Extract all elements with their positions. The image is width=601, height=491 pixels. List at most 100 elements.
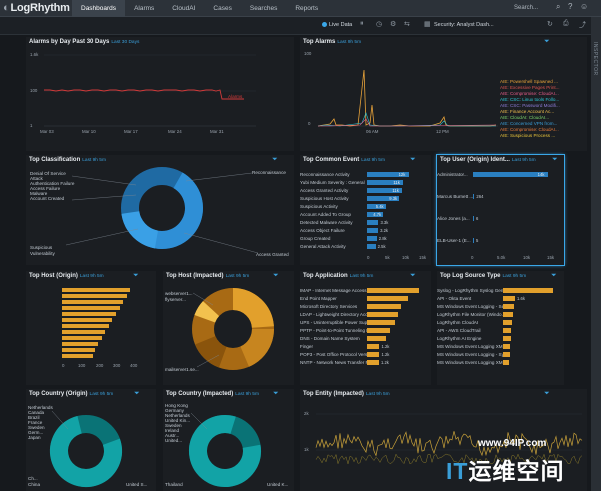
legend-item[interactable]: AIE: CSC: Password Modifi... (500, 103, 560, 108)
bar[interactable] (367, 172, 409, 177)
bar[interactable] (62, 336, 102, 340)
tab-dashboards[interactable]: Dashboards (72, 0, 126, 17)
bar[interactable] (62, 348, 96, 352)
bar[interactable] (473, 172, 548, 177)
bar[interactable] (473, 194, 475, 199)
filter-icon[interactable]: ⏷ (134, 390, 140, 397)
bar[interactable] (503, 360, 509, 365)
bar[interactable] (503, 328, 511, 333)
legend-item[interactable]: AIE: Concerned VPN from... (500, 121, 558, 126)
filter-icon[interactable]: ⏷ (273, 272, 279, 279)
bar[interactable] (62, 312, 116, 316)
bar[interactable] (503, 344, 510, 349)
bar[interactable] (62, 288, 131, 292)
clock-icon[interactable]: ◷ (376, 21, 383, 28)
filter-icon[interactable]: ⏷ (410, 272, 416, 279)
bar[interactable] (367, 344, 380, 349)
panel-time-range[interactable]: Last 9h 5m (361, 158, 385, 163)
legend-item[interactable]: AIE: Compromise: CloudAI... (500, 127, 559, 132)
bar[interactable] (367, 296, 408, 301)
pause-icon[interactable]: ⏸ (360, 20, 364, 27)
legend-item[interactable]: AIE: Excessive Pages Print... (500, 85, 560, 90)
bar[interactable] (503, 288, 553, 293)
panel-time-range[interactable]: Last 9h 5m (365, 392, 390, 397)
tab-searches[interactable]: Searches (249, 5, 278, 12)
bar[interactable] (62, 330, 106, 334)
bar[interactable] (367, 312, 399, 317)
filter-icon[interactable]: ⏷ (544, 38, 550, 45)
bar[interactable] (62, 354, 93, 358)
tab-reports[interactable]: Reports (295, 5, 319, 12)
bar[interactable] (367, 304, 402, 309)
legend-item[interactable]: AIE: CloudAI: CloudAI... (500, 115, 550, 120)
bar[interactable] (367, 220, 379, 225)
panel-time-range[interactable]: Last 9h 5m (89, 392, 114, 397)
search-icon[interactable]: ⌕ (556, 2, 561, 11)
panel-time-range[interactable]: Last 9h 5m (349, 274, 374, 279)
filter-icon[interactable]: ⏷ (272, 156, 278, 163)
bar[interactable] (367, 352, 380, 357)
filter-icon[interactable]: ⏷ (273, 390, 279, 397)
bar[interactable] (367, 228, 379, 233)
bar[interactable] (473, 216, 474, 221)
legend-item[interactable]: AIE: Powershell Spawned ... (500, 79, 558, 84)
filter-toolbar-icon[interactable]: ⇆ (404, 21, 410, 28)
filter-icon[interactable]: ⏷ (133, 272, 139, 279)
bar[interactable] (473, 238, 474, 243)
filter-icon[interactable]: ⏷ (544, 390, 550, 397)
legend-item[interactable]: AIE: Compromise: CloudAI... (500, 91, 559, 96)
bar[interactable] (503, 304, 514, 309)
bar[interactable] (367, 360, 379, 365)
bar[interactable] (503, 312, 513, 317)
search-input[interactable]: Search... (514, 5, 539, 11)
panel-time-range[interactable]: Last 9h 5m (502, 274, 527, 279)
tab-cases[interactable]: Cases (213, 5, 232, 12)
panel-time-range[interactable]: Last 9h 5m (79, 274, 104, 279)
filter-icon[interactable]: ⏷ (410, 156, 416, 163)
bar[interactable] (367, 204, 386, 209)
user-menu-icon[interactable]: ☺ (580, 2, 589, 11)
layout-grid-icon[interactable]: ▦ (424, 21, 431, 28)
live-data-toggle[interactable]: Live Data (322, 22, 352, 28)
app-logo[interactable]: ◐LogRhythm (3, 2, 70, 14)
bar[interactable] (62, 294, 127, 298)
security-dashboard-select[interactable]: Security: Analyst Dash... (434, 22, 494, 28)
settings-icon[interactable]: ⚙ (390, 21, 397, 28)
panel-time-range[interactable]: Last 30 Days (111, 40, 140, 45)
bar[interactable] (62, 306, 120, 310)
panel-top-user[interactable]: Top User (Origin) Ident... Last 9h 5m ⏷ A… (436, 154, 565, 266)
panel-time-range[interactable]: Last 9h 5m (337, 40, 362, 45)
bar[interactable] (503, 352, 510, 357)
bar[interactable] (367, 328, 390, 333)
bar[interactable] (367, 212, 384, 217)
share-icon[interactable]: ⤴ (579, 22, 586, 29)
bar[interactable] (62, 324, 109, 328)
panel-time-range[interactable]: Last 9h 5m (235, 392, 259, 397)
legend-item[interactable]: AIE: Suspicious Process ... (500, 133, 556, 138)
print-icon[interactable]: ⎙ (563, 20, 569, 27)
legend-item[interactable]: AIE: CSC: Linux tools Follo... (500, 97, 560, 102)
legend-item[interactable]: AIE: Finance Account Ac... (500, 109, 555, 114)
bar[interactable] (367, 288, 419, 293)
bar[interactable] (367, 180, 404, 185)
tab-cloudai[interactable]: CloudAI (172, 5, 196, 12)
bar[interactable] (367, 236, 377, 241)
tab-alarms[interactable]: Alarms (134, 5, 155, 12)
bar[interactable] (62, 318, 113, 322)
refresh-icon[interactable]: ↻ (547, 21, 553, 28)
help-icon[interactable]: ? (568, 2, 573, 11)
filter-icon[interactable]: ⏷ (551, 272, 557, 279)
bar[interactable] (503, 320, 512, 325)
filter-icon[interactable]: ⏷ (552, 156, 558, 163)
bar[interactable] (503, 336, 511, 341)
inspector-side-panel[interactable]: INSPECTOR (591, 17, 601, 491)
panel-time-range[interactable]: Last 9h 5m (82, 158, 106, 163)
bar[interactable] (367, 320, 396, 325)
panel-time-range[interactable]: Last 9h 5m (511, 158, 536, 163)
bar[interactable] (62, 300, 124, 304)
bar[interactable] (367, 188, 403, 193)
panel-time-range[interactable]: Last 9h 5m (225, 274, 250, 279)
bar[interactable] (367, 336, 386, 341)
bar[interactable] (62, 342, 98, 346)
bar[interactable] (367, 244, 376, 249)
